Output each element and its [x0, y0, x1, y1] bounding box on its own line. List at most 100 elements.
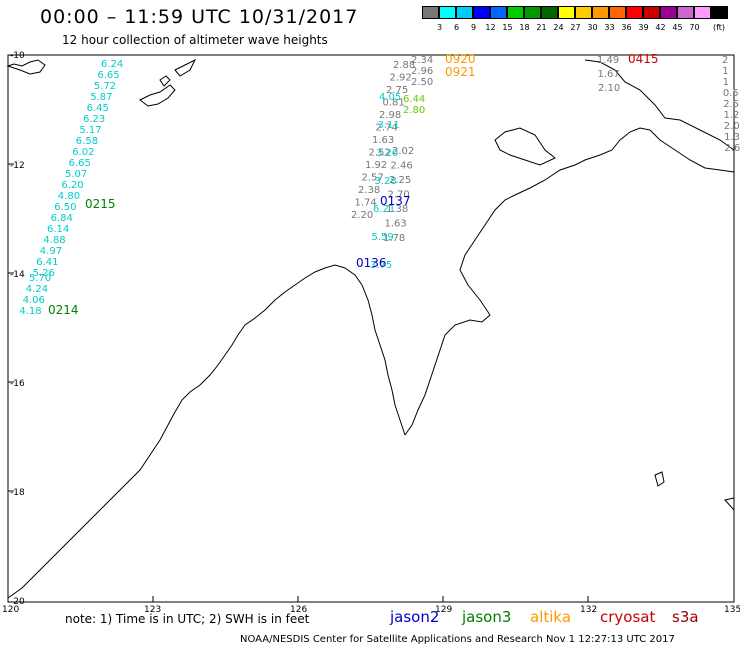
scale-label: 39	[638, 23, 649, 32]
wave-height-value: 6.84	[51, 213, 73, 224]
track-label-0137: 0137	[380, 194, 411, 208]
coastlines	[6, 58, 735, 599]
legend-jason3: jason3	[462, 608, 512, 626]
scale-label: 45	[672, 23, 683, 32]
scale-swatch	[490, 6, 507, 19]
wave-height-value: 4.97	[40, 246, 62, 257]
wave-height-value: 2.75	[386, 85, 408, 96]
wave-height-value: 2.63	[724, 143, 740, 154]
scale-swatch	[592, 6, 609, 19]
scale-label: 70	[689, 23, 700, 32]
wave-height-value: 6.14	[47, 224, 69, 235]
scale-label: 18	[519, 23, 530, 32]
lon-label: 132	[580, 605, 597, 615]
scale-swatch	[541, 6, 558, 19]
scale-label: 12	[485, 23, 496, 32]
scale-swatch	[677, 6, 694, 19]
wave-height-value: 2.88	[393, 60, 415, 71]
island-small	[174, 58, 197, 77]
scale-swatch	[660, 6, 677, 19]
wave-height-value: 6.45	[87, 103, 109, 114]
wave-height-value: 5.07	[65, 169, 87, 180]
scale-label: 27	[570, 23, 581, 32]
wave-height-value: 6.21	[373, 204, 395, 215]
scale-swatch	[456, 6, 473, 19]
wave-height-value: 2.50	[411, 77, 433, 88]
wave-height-value: 1.36	[724, 132, 740, 143]
island-small-3	[654, 471, 665, 487]
wave-height-value: 4.06	[23, 295, 45, 306]
scale-label: 30	[587, 23, 598, 32]
credit-line: NOAA/NESDIS Center for Satellite Applica…	[240, 634, 675, 645]
scale-swatch	[711, 6, 728, 19]
scale-swatch	[643, 6, 660, 19]
lat-label: -10	[10, 51, 25, 61]
track-0921-values: 2.88 2.922.75 0.812.98 2.741.63 2.521.92 2.57…	[351, 60, 415, 221]
track-label-0215: 0215	[85, 197, 116, 211]
wave-height-value: 6.44	[403, 94, 425, 105]
island-tiwi	[494, 127, 556, 166]
track-label-0415: 0415	[628, 52, 659, 66]
wave-height-value: 1.78	[383, 233, 405, 244]
wave-height-value: 0.5	[723, 88, 739, 99]
island-timor-west	[139, 84, 176, 107]
map-title: 00:00 – 11:59 UTC 10/31/2017	[40, 6, 359, 28]
scale-swatch	[609, 6, 626, 19]
wave-height-value: 2.10	[598, 83, 620, 94]
wave-height-value: 6.58	[76, 136, 98, 147]
wave-height-value: 1.74	[355, 198, 377, 209]
wave-height-value: 5.70	[29, 273, 51, 284]
lon-label: 135	[724, 605, 740, 615]
lat-label: -12	[10, 161, 25, 171]
map-subtitle: 12 hour collection of altimeter wave hei…	[62, 33, 328, 47]
wave-height-value: 3.28	[375, 176, 397, 187]
wave-height-value: 2.80	[403, 105, 425, 116]
coast-northeast	[584, 59, 735, 151]
lat-label: -20	[10, 597, 25, 607]
wave-height-value: 1.63	[372, 135, 394, 146]
scale-swatch	[473, 6, 490, 19]
coast-kimberley-west	[7, 264, 406, 599]
wave-height-value: 2.05	[724, 121, 740, 132]
lon-label: 129	[435, 605, 452, 615]
wave-height-value: 6.65	[69, 158, 91, 169]
legend-s3a: s3a	[672, 608, 699, 626]
island-small-2	[159, 75, 171, 87]
longitude-labels: 120 123 126 129 132 135	[2, 605, 740, 615]
wave-height-value: 1.49	[597, 55, 619, 66]
wave-height-value: 1.38	[386, 204, 408, 215]
wave-height-value: 6.02	[72, 147, 94, 158]
coast-kimberley-east	[404, 127, 735, 436]
scale-swatch	[524, 6, 541, 19]
lon-label: 126	[290, 605, 307, 615]
map-frame	[7, 54, 735, 603]
wave-height-value: 1.92	[365, 160, 387, 171]
wave-height-value: 3.11	[378, 120, 400, 131]
wave-height-value: 1	[723, 77, 729, 88]
wave-height-value: 2.46	[391, 161, 413, 172]
wave-height-value: 5.87	[90, 92, 112, 103]
wave-height-value: 5.26	[33, 268, 55, 279]
wave-height-value: 1.63	[385, 219, 407, 230]
wave-height-value: 4.24	[26, 284, 48, 295]
latitude-labels: -10 -12 -14 -16 -18 -20	[10, 51, 25, 607]
wave-height-value: 2.98	[379, 110, 401, 121]
track-0215-values: 6.246.655.725.876.456.235.176.586.026.65…	[33, 59, 124, 279]
wave-height-value: 6.20	[61, 180, 83, 191]
wave-height-value: 1.29	[724, 110, 740, 121]
wave-height-value: 2.34	[411, 55, 433, 66]
scale-label: 36	[621, 23, 632, 32]
wave-height-value: 2.38	[358, 185, 380, 196]
scale-label: 21	[536, 23, 547, 32]
longitude-ticks	[152, 596, 589, 602]
track-label-0921: 0921	[445, 65, 476, 79]
lon-label: 123	[144, 605, 161, 615]
track-0415-values: 1.49 1.67 2.10	[597, 55, 620, 94]
wave-height-value: 1.67	[598, 69, 620, 80]
wave-height-value: 6.23	[83, 114, 105, 125]
track-0214-values: 5.704.244.064.18	[19, 273, 51, 317]
lat-label: -14	[10, 270, 25, 280]
wave-height-value: 1	[722, 66, 728, 77]
